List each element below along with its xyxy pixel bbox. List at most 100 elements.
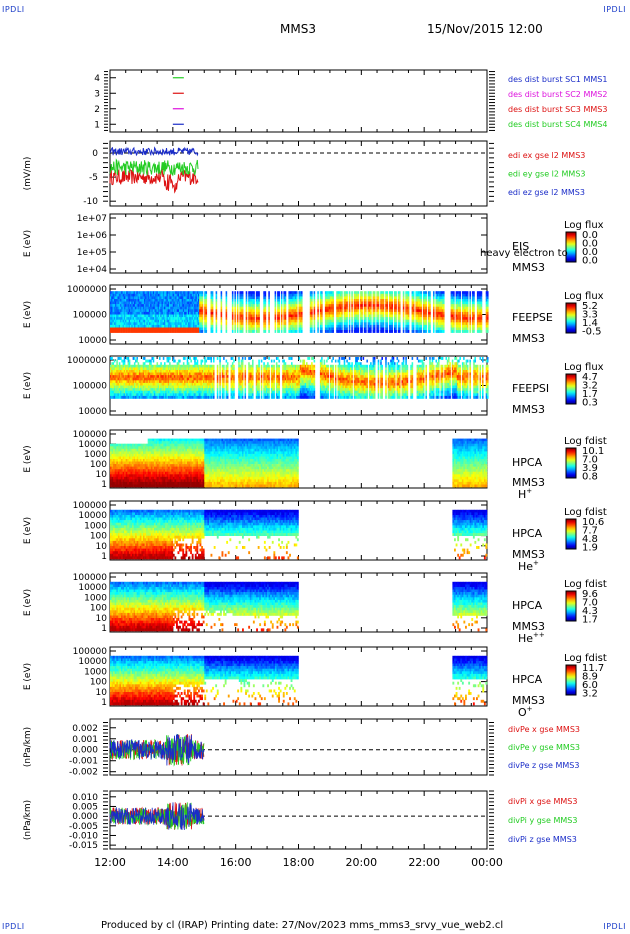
hpca-h-panel-ylabel: E (eV) xyxy=(23,445,33,472)
divpi-panel-ylabel: (nPa/km) xyxy=(23,800,33,840)
hpca-h-panel-ytick-label: 10 xyxy=(96,470,108,480)
hpca-he-panel-species: He+ xyxy=(518,559,539,573)
divpe-panel-legend-entry: divPe y gse MMS3 xyxy=(508,743,580,752)
burst-panel-legend-entry: des dist burst SC2 MMS2 xyxy=(508,90,607,99)
divpi-panel-ytick-label: 0.005 xyxy=(72,802,98,812)
hpca-h-panel-species: H+ xyxy=(518,487,532,501)
hpca-he-panel-scale-label: 7.7 xyxy=(582,526,598,537)
eis-panel-scale-label: 0.0 xyxy=(582,239,598,250)
x-tick-label: 20:00 xyxy=(345,856,377,869)
feepsi-panel-scale-label: 4.7 xyxy=(582,372,598,383)
divpe-panel-legend-entry: divPe z gse MMS3 xyxy=(508,761,579,770)
hpca-he-panel-ytick-label: 10 xyxy=(96,542,108,552)
hpca-o-panel-ylabel: E (eV) xyxy=(23,663,33,690)
hpca-o-panel-scale-label: 8.9 xyxy=(582,672,598,683)
x-tick-label: 00:00 xyxy=(471,856,503,869)
hpca-h-panel-scale-title: Log fdist xyxy=(564,436,607,447)
hpca-o-panel-scale-label: 6.0 xyxy=(582,680,598,691)
divp-series-line xyxy=(109,802,205,831)
hpca-he-panel-scale-title: Log fdist xyxy=(564,507,607,518)
hpca-hepp-panel-ytick-label: 10 xyxy=(96,614,108,624)
corner-label-top-right: IPDLI xyxy=(603,5,626,14)
divpe-panel-ylabel: (nPa/km) xyxy=(23,727,33,767)
divpe-panel-ytick-label: 0.001 xyxy=(72,735,98,745)
edi-panel-legend-entry: edi ez gse l2 MMS3 xyxy=(508,188,585,197)
edi-series-line xyxy=(109,167,199,194)
hpca-hepp-panel-ytick-label: 100000 xyxy=(73,573,108,583)
hpca-he-panel-instrument: HPCA xyxy=(512,527,543,540)
hpca-he-panel-scale-label: 10.6 xyxy=(582,517,604,528)
hpca-o-panel-ytick-label: 1 xyxy=(101,698,107,708)
divpi-panel-legend-entry: divPi y gse MMS3 xyxy=(508,816,577,825)
hpca-hepp-panel-scale-label: 1.7 xyxy=(582,615,598,626)
hpca-he-panel-colorbar xyxy=(565,518,577,550)
feepsi-panel-ytick-label: 1000000 xyxy=(67,356,107,366)
hpca-he-panel-ytick-label: 1000 xyxy=(84,521,107,531)
hpca-hepp-panel-heatmap-cells xyxy=(110,581,488,632)
hpca-h-panel-ytick-label: 1000 xyxy=(84,450,107,460)
feepse-panel-ytick-label: 10000 xyxy=(78,336,107,346)
hpca-hepp-panel-ytick-label: 10000 xyxy=(78,583,107,593)
burst-panel-ytick-label: 1 xyxy=(94,120,100,130)
edi-panel-ytick-label: -10 xyxy=(83,197,98,207)
feepse-panel-scale-label: 3.3 xyxy=(582,310,598,321)
eis-panel-ytick-label: 1e+06 xyxy=(77,231,108,241)
eis-panel-instrument: EIS xyxy=(512,240,529,253)
hpca-h-panel-ytick-label: 100 xyxy=(90,460,107,470)
hpca-he-panel-species-sup: + xyxy=(533,559,539,567)
eis-panel-overlay-text: heavy electron to xyxy=(480,248,568,259)
hpca-hepp-panel-species: He++ xyxy=(518,631,545,645)
divpi-panel-legend-entry: divPi x gse MMS3 xyxy=(508,797,577,806)
hpca-o-panel-species: O+ xyxy=(518,705,533,719)
datetime-title: 15/Nov/2015 12:00 xyxy=(427,22,543,36)
hpca-o-panel-ytick-label: 100000 xyxy=(73,647,108,657)
hpca-he-panel-ytick-label: 100000 xyxy=(73,501,108,511)
hpca-h-panel-ytick-label: 10000 xyxy=(78,440,107,450)
hpca-o-panel-ytick-label: 10 xyxy=(96,688,108,698)
hpca-h-panel-instrument: HPCA xyxy=(512,456,543,469)
eis-panel-mission: MMS3 xyxy=(512,261,545,274)
corner-label-bottom-right: IPDLI xyxy=(603,922,626,931)
hpca-h-panel-mission: MMS3 xyxy=(512,476,545,489)
hpca-he-panel-ylabel: E (eV) xyxy=(23,517,33,544)
hpca-h-panel-colorbar xyxy=(565,447,577,479)
hpca-he-panel-scale-label: 1.9 xyxy=(582,543,598,554)
feepsi-panel-ytick-label: 100000 xyxy=(73,382,108,392)
feepsi-panel-scale-label: 0.3 xyxy=(582,398,598,409)
edi-panel-legend-entry: edi ey gse l2 MMS3 xyxy=(508,170,586,179)
eis-panel-scale-label: 0.0 xyxy=(582,247,598,258)
hpca-h-panel-heatmap-cells xyxy=(110,438,488,488)
hpca-he-panel-ytick-label: 1 xyxy=(101,552,107,562)
feepse-panel-ytick-label: 100000 xyxy=(73,311,108,321)
hpca-o-panel-colorbar xyxy=(565,664,577,696)
feepse-panel-scale-title: Log flux xyxy=(564,291,604,302)
divpe-panel-ytick-label: 0.000 xyxy=(72,746,98,756)
x-tick-label: 18:00 xyxy=(283,856,315,869)
divpi-panel-ytick-label: 0.010 xyxy=(72,793,98,803)
hpca-hepp-panel-scale-label: 4.3 xyxy=(582,606,598,617)
edi-panel-ylabel: (mV/m) xyxy=(23,157,33,191)
divpi-panel-ytick-label: -0.015 xyxy=(69,841,98,851)
hpca-hepp-panel-ylabel: E (eV) xyxy=(23,589,33,616)
feepsi-panel-scale-title: Log flux xyxy=(564,362,604,373)
eis-panel-frame xyxy=(109,213,488,274)
feepse-panel-mission: MMS3 xyxy=(512,332,545,345)
hpca-he-panel-heatmap-cells xyxy=(110,509,488,560)
hpca-h-panel-scale-label: 0.8 xyxy=(582,472,598,483)
hpca-he-panel-ytick-label: 10000 xyxy=(78,511,107,521)
feepsi-panel-scale-label: 3.2 xyxy=(582,381,598,392)
burst-panel-ytick-label: 4 xyxy=(94,74,100,84)
eis-panel-ytick-label: 1e+07 xyxy=(77,214,107,224)
x-tick-label: 22:00 xyxy=(408,856,440,869)
hpca-h-panel-scale-label: 7.0 xyxy=(582,455,598,466)
hpca-hepp-panel-instrument: HPCA xyxy=(512,599,543,612)
hpca-o-panel-scale-label: 3.2 xyxy=(582,689,598,700)
edi-panel-ytick-label: 0 xyxy=(92,149,98,159)
hpca-he-panel-mission: MMS3 xyxy=(512,548,545,561)
eis-panel-scale-label: 0.0 xyxy=(582,230,598,241)
hpca-he-panel-ytick-label: 100 xyxy=(90,532,107,542)
burst-panel-ytick-label: 2 xyxy=(94,105,100,115)
hpca-hepp-panel-scale-title: Log fdist xyxy=(564,579,607,590)
hpca-h-panel-scale-label: 10.1 xyxy=(582,446,604,457)
